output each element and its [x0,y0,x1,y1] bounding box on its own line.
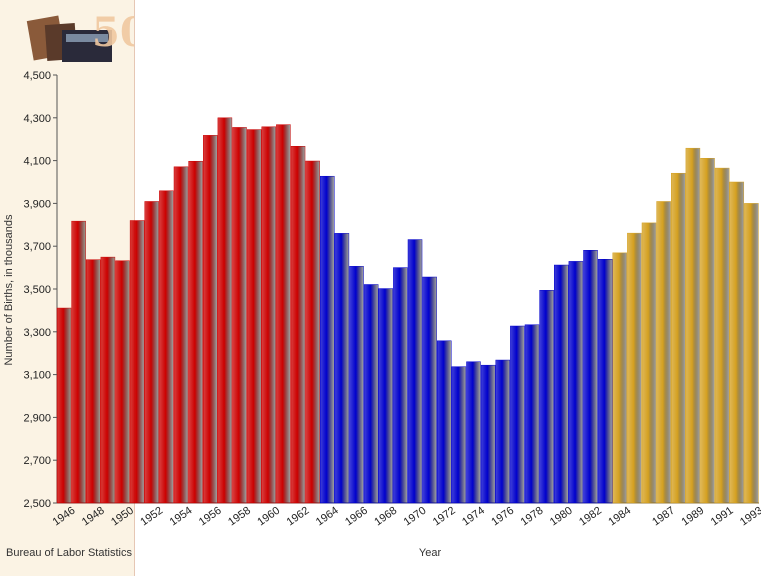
bar-1957 [217,117,233,504]
x-tick-labels: 1946 1948 1950 1952 1954 1956 1958 1960 1962 1964… [51,505,761,529]
x-tick-label: 1984 [606,505,633,529]
bar-1964 [320,175,335,504]
y-tick-label: 4,100 [23,156,51,168]
bar-1992 [729,181,745,504]
bar-1969 [393,267,408,504]
bar-1984 [612,252,628,504]
bar-1993 [744,203,759,504]
x-tick-label: 1956 [197,505,224,529]
bar-1948 [86,259,101,504]
bar-1967 [363,284,379,504]
x-tick-label: 1948 [80,505,107,529]
x-tick-label: 1962 [285,505,312,529]
x-tick-label: 1989 [679,505,706,529]
bar-1966 [349,266,364,504]
bar-1959 [246,129,262,504]
bar-1970 [407,239,423,504]
bar-1981 [568,261,584,504]
bar-1973 [451,366,467,504]
bar-1952 [144,201,160,504]
bar-1947 [71,220,86,504]
x-tick-label: 1970 [402,505,429,529]
bar-1979 [539,290,554,504]
bar-1977 [510,325,525,504]
bar-1987 [656,201,671,504]
bar-1954 [173,166,189,504]
bar-1971 [422,276,437,504]
x-tick-label: 1993 [738,505,761,529]
bar-1960 [261,126,277,504]
bar-1974 [466,361,481,504]
bar-1961 [276,124,291,504]
y-axis-title: Number of Births, in thousands [3,214,15,366]
x-tick-label: 1960 [255,505,282,529]
bar-1986 [641,222,657,504]
bar-1985 [627,232,642,504]
x-tick-label: 1980 [548,505,575,529]
bar-1982 [583,250,598,504]
x-tick-label: 1972 [431,505,458,529]
x-tick-label: 1976 [489,505,516,529]
bar-1988 [671,172,686,504]
y-tick-label: 4,300 [23,113,51,125]
x-tick-label: 1966 [343,505,370,529]
x-tick-label: 1946 [51,505,78,529]
bar-1946 [56,307,72,504]
bar-1953 [159,190,174,504]
bar-1980 [554,264,569,504]
bar-1951 [129,220,145,504]
x-tick-label: 1952 [138,505,165,529]
y-tick-label: 3,700 [23,241,51,253]
bar-1976 [495,359,511,504]
y-tick-label: 2,500 [23,498,51,510]
source-note: Bureau of Labor Statistics [6,547,132,559]
x-tick-label: 1964 [314,505,341,529]
bar-1983 [597,259,613,504]
bar-1949 [100,256,116,504]
bar-1975 [480,364,496,504]
x-tick-label: 1950 [109,505,136,529]
x-tick-label: 1974 [460,505,487,529]
bar-1989 [685,147,701,504]
x-tick-label: 1968 [372,505,399,529]
bar-1958 [232,127,247,504]
x-tick-label: 1982 [577,505,604,529]
logo-number: 50 [92,9,134,56]
y-tick-label: 3,500 [23,284,51,296]
bar-1963 [305,160,320,504]
bar-1950 [115,260,130,504]
logo: 50 [0,0,134,68]
y-tick-label: 3,100 [23,370,51,382]
bar-1956 [203,135,218,504]
bars [56,117,759,504]
bar-1962 [290,146,306,504]
y-tick-label: 4,500 [23,70,51,82]
x-tick-label: 1954 [168,505,195,529]
x-tick-label: 1958 [226,505,253,529]
y-tick-labels: 2,500 2,700 2,900 3,100 3,300 3,500 3,700 3,900… [23,70,57,510]
bar-1955 [188,160,203,504]
x-tick-label: 1978 [519,505,546,529]
y-tick-label: 3,900 [23,198,51,210]
bar-1968 [378,288,394,504]
bar-1972 [437,340,452,504]
x-axis-title: Year [419,547,442,559]
bar-1990 [700,157,715,504]
x-tick-label: 1991 [709,505,736,529]
y-tick-label: 2,700 [23,455,51,467]
bar-1978 [524,324,540,504]
bar-1991 [714,167,730,504]
y-tick-label: 3,300 [23,327,51,339]
bar-1965 [334,233,350,504]
y-tick-label: 2,900 [23,412,51,424]
x-tick-label: 1987 [650,505,677,529]
